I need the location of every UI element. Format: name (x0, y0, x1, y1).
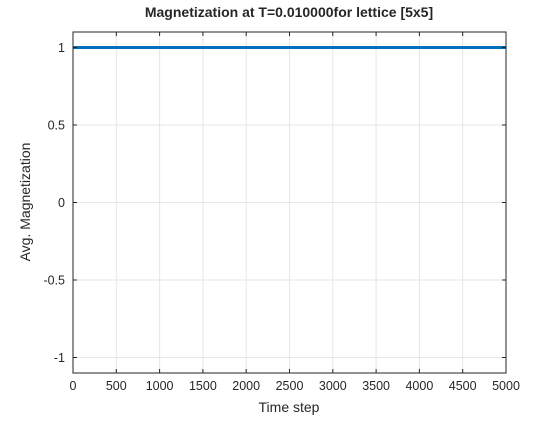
x-tick-label: 4500 (449, 379, 477, 393)
chart-title: Magnetization at T=0.010000for lettice [… (145, 4, 433, 20)
tick-marks (72, 32, 507, 373)
x-tick-label: 2500 (276, 379, 304, 393)
x-tick-label: 4000 (405, 379, 433, 393)
y-tick-label: 1 (58, 41, 65, 55)
x-tick-label: 0 (70, 379, 77, 393)
x-tick-label: 500 (106, 379, 127, 393)
x-tick-label: 5000 (492, 379, 520, 393)
y-tick-label: 0.5 (48, 119, 65, 133)
x-axis-label: Time step (259, 399, 320, 415)
y-tick-label: -1 (54, 351, 65, 365)
y-tick-label: 0 (58, 196, 65, 210)
y-axis-label: Avg. Magnetization (17, 143, 33, 262)
x-tick-label: 1000 (146, 379, 174, 393)
x-tick-label: 1500 (189, 379, 217, 393)
x-tick-label: 2000 (232, 379, 260, 393)
x-tick-label: 3500 (362, 379, 390, 393)
x-tick-label: 3000 (319, 379, 347, 393)
y-tick-label: -0.5 (43, 274, 65, 288)
